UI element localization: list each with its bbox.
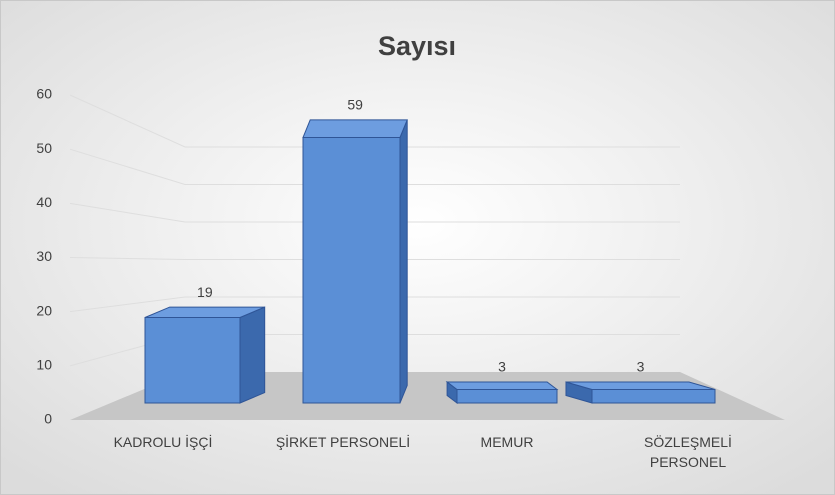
bar-face [456,389,558,404]
x-tick-label: KADROLU İŞÇİ [113,434,213,450]
y-tick-label: 30 [36,248,52,264]
bar [302,119,408,404]
data-label: 3 [498,359,506,375]
data-label: 59 [347,97,363,113]
chart-title: Sayısı [378,31,456,61]
bar-face [144,317,241,404]
grid-line [69,148,680,185]
bar [445,380,559,405]
y-tick-label: 20 [36,302,52,318]
data-label: 19 [197,284,213,300]
x-tick-label: MEMUR [480,434,534,450]
bar-face [302,119,408,138]
y-tick-label: 10 [36,357,52,373]
bar-face [565,381,716,390]
grid-line [69,296,680,313]
bar-face [302,137,401,404]
grid-line [69,257,680,260]
x-tick-label: SÖZLEŞMELİ PERSONEL [644,434,732,470]
bar-face [399,119,408,404]
bar-face [445,381,559,390]
bar [144,306,266,404]
y-tick-label: 0 [44,411,52,427]
y-tick-label: 40 [36,194,52,210]
grid-line [69,94,680,148]
bar-face [591,389,716,404]
bar-face [144,306,265,318]
x-tick-label: ŞİRKET PERSONELİ [275,434,411,450]
bar-face [239,306,266,404]
y-tick-label: 60 [36,86,52,102]
bar [565,381,716,404]
grid-line [69,202,680,223]
data-label: 3 [637,359,645,375]
y-tick-label: 50 [36,140,52,156]
